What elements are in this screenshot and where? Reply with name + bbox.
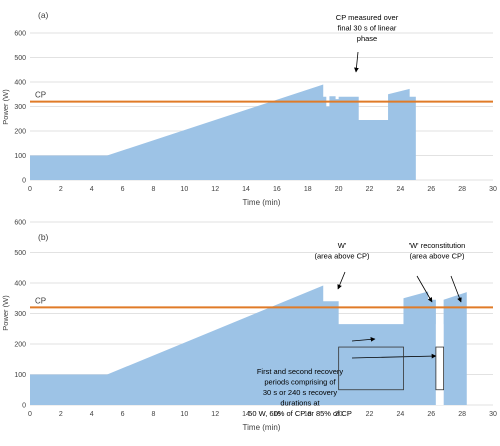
panel-label: (b) xyxy=(38,232,49,242)
x-tick-label-22: 22 xyxy=(366,411,374,418)
y-axis-title: Power (W) xyxy=(1,295,10,331)
x-tick-label-30: 30 xyxy=(489,186,497,193)
x-tick-label-16: 16 xyxy=(273,186,281,193)
recovery-period-box-1 xyxy=(338,346,404,391)
annotation-2-line-2: 30 s or 240 s recovery xyxy=(263,388,337,397)
x-tick-label-28: 28 xyxy=(458,186,466,193)
annotation-1-arrow-0 xyxy=(416,275,433,303)
y-tick-label-0: 0 xyxy=(22,403,26,410)
x-tick-label-6: 6 xyxy=(121,186,125,193)
y-tick-label-400: 400 xyxy=(14,80,26,87)
y-tick-label-300: 300 xyxy=(14,104,26,111)
x-tick-label-8: 8 xyxy=(152,186,156,193)
annotation-2-line-1: periods comprising of xyxy=(264,378,336,387)
power-profile-area xyxy=(30,285,467,405)
annotation-0-line-1: (area above CP) xyxy=(314,252,370,261)
x-tick-label-28: 28 xyxy=(458,411,466,418)
y-tick-label-300: 300 xyxy=(14,311,26,318)
x-tick-label-4: 4 xyxy=(90,186,94,193)
x-tick-label-30: 30 xyxy=(489,411,497,418)
y-tick-label-400: 400 xyxy=(14,281,26,288)
x-tick-label-14: 14 xyxy=(242,186,250,193)
cp-label: CP xyxy=(35,296,46,305)
x-tick-label-14: 14 xyxy=(242,411,250,418)
x-tick-label-6: 6 xyxy=(121,411,125,418)
x-tick-label-12: 12 xyxy=(211,411,219,418)
x-tick-label-4: 4 xyxy=(90,411,94,418)
annotation-2-arrow-1 xyxy=(351,353,437,359)
y-tick-label-600: 600 xyxy=(14,220,26,227)
annotation-0-line-2: phase xyxy=(357,34,377,43)
x-axis-title: Time (min) xyxy=(243,423,281,432)
x-tick-label-18: 18 xyxy=(304,186,312,193)
annotation-0-arrow-0 xyxy=(354,51,359,73)
x-axis-title: Time (min) xyxy=(243,198,281,207)
annotation-0-line-1: final 30 s of linear xyxy=(338,24,397,33)
recovery-period-gap-2 xyxy=(435,324,444,405)
x-tick-label-24: 24 xyxy=(397,186,405,193)
y-axis-title: Power (W) xyxy=(1,89,10,125)
x-tick-label-0: 0 xyxy=(28,411,32,418)
y-tick-label-100: 100 xyxy=(14,372,26,379)
x-tick-label-20: 20 xyxy=(335,186,343,193)
annotation-1-line-1: (area above CP) xyxy=(409,252,465,261)
annotation-2-line-3: durations at xyxy=(280,399,320,408)
x-tick-label-26: 26 xyxy=(427,186,435,193)
power-profile-area xyxy=(30,84,416,180)
x-tick-label-12: 12 xyxy=(211,186,219,193)
x-tick-label-26: 26 xyxy=(427,411,435,418)
y-tick-label-200: 200 xyxy=(14,342,26,349)
x-tick-label-10: 10 xyxy=(180,186,188,193)
y-tick-label-100: 100 xyxy=(14,153,26,160)
y-tick-label-500: 500 xyxy=(14,250,26,257)
annotation-1-line-0: 'W' reconstitution xyxy=(409,241,466,250)
annotation-1-arrow-1 xyxy=(450,275,462,303)
annotation-2-arrow-0 xyxy=(351,336,376,342)
x-tick-label-24: 24 xyxy=(397,411,405,418)
annotation-0-line-0: CP measured over xyxy=(336,13,399,22)
annotation-0-line-0: W' xyxy=(338,241,347,250)
recovery-period-box-2 xyxy=(435,346,445,391)
panel-label: (a) xyxy=(38,10,49,20)
x-tick-label-10: 10 xyxy=(180,411,188,418)
x-tick-label-16: 16 xyxy=(273,411,281,418)
y-tick-label-500: 500 xyxy=(14,55,26,62)
x-tick-label-18: 18 xyxy=(304,411,312,418)
cp-label: CP xyxy=(35,91,46,100)
x-tick-label-2: 2 xyxy=(59,411,63,418)
x-tick-label-2: 2 xyxy=(59,186,63,193)
x-tick-label-20: 20 xyxy=(335,411,343,418)
x-tick-label-0: 0 xyxy=(28,186,32,193)
y-tick-label-200: 200 xyxy=(14,129,26,136)
y-tick-label-0: 0 xyxy=(22,178,26,185)
x-tick-label-8: 8 xyxy=(152,411,156,418)
y-tick-label-600: 600 xyxy=(14,31,26,38)
annotation-2-line-0: First and second recovery xyxy=(257,367,344,376)
x-tick-label-22: 22 xyxy=(366,186,374,193)
annotation-0-arrow-0 xyxy=(337,271,346,290)
annotation-2-line-4: 50 W, 60% of CP or 85% of CP xyxy=(248,409,352,418)
